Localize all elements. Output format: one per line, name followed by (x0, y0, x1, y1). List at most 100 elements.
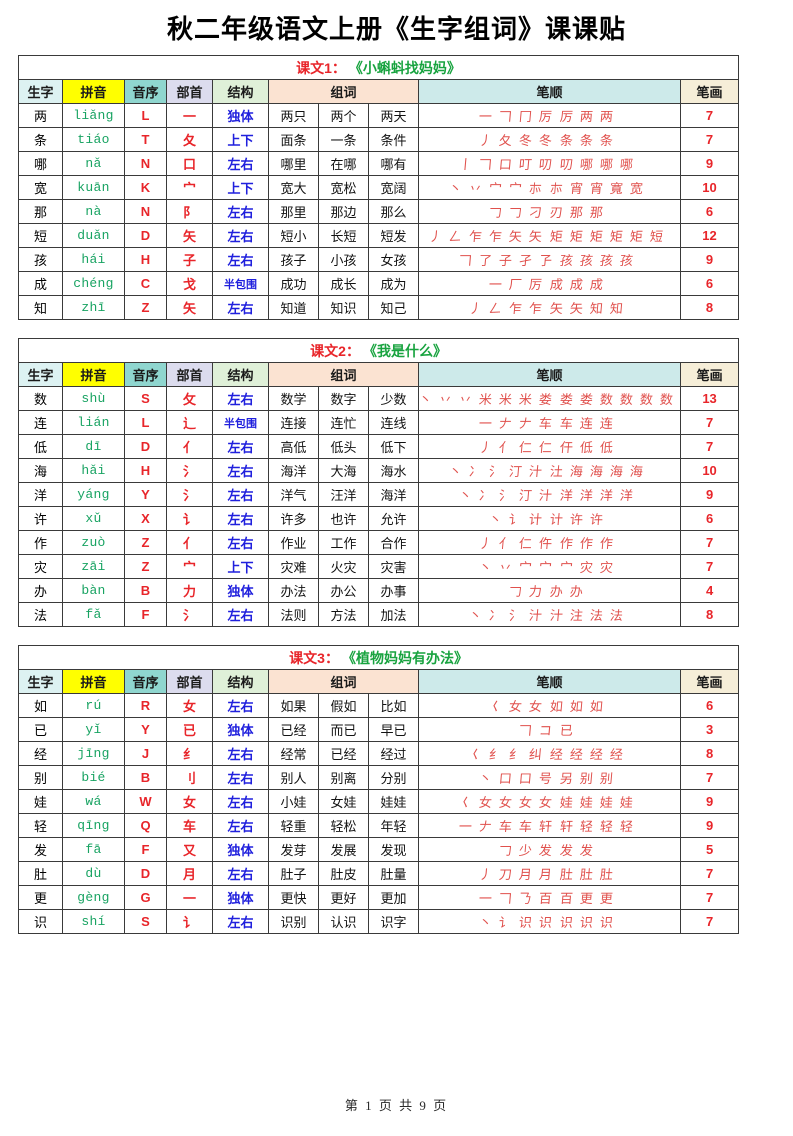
cell-word: 而已 (318, 717, 369, 743)
cell-pinyin: yǐ (62, 717, 125, 743)
cell-word: 哪里 (268, 151, 319, 177)
cell-pinyin: dù (62, 861, 125, 887)
cell-word: 经常 (268, 741, 319, 767)
cell-word: 孩子 (268, 247, 319, 273)
cell-stroke-count: 9 (679, 789, 740, 815)
stroke-step: 矩 (568, 229, 588, 245)
stroke-step: 哪 (598, 157, 618, 173)
cell-structure: 左右 (212, 813, 269, 839)
stroke-step: 连 (598, 416, 618, 432)
cell-character: 办 (18, 578, 63, 604)
stroke-step: 刀 (498, 867, 518, 883)
stroke-step: 一 (488, 277, 508, 293)
stroke-step: 更 (578, 891, 598, 907)
table-row: 成 chéng C 戈半包围 成功 成长 成为一厂厉成成成 6 (18, 271, 740, 297)
cell-word: 分别 (368, 765, 419, 791)
cell-structure: 左右 (212, 151, 269, 177)
cell-word: 火灾 (318, 554, 369, 580)
cell-radical: 讠 (166, 506, 213, 532)
cell-stroke-count: 10 (679, 458, 740, 484)
cell-stroke-order: 丶丷丷米米米娄娄娄数数数数 (418, 386, 681, 412)
cell-pinyin: dī (62, 434, 125, 460)
stroke-step: 注 (568, 608, 588, 624)
cell-word: 宽大 (268, 175, 319, 201)
stroke-step: 娄 (558, 392, 578, 408)
cell-character: 海 (18, 458, 63, 484)
cell-word: 海水 (368, 458, 419, 484)
cell-yinxu: B (124, 578, 167, 604)
cell-yinxu: D (124, 223, 167, 249)
column-header-zuci: 组词 (268, 362, 419, 388)
stroke-step: 娃 (558, 795, 578, 811)
cell-character: 条 (18, 127, 63, 153)
stroke-step: 一 (478, 109, 498, 125)
stroke-step: 洋 (558, 488, 578, 504)
cell-word: 已经 (318, 741, 369, 767)
table-row: 已 yǐ Y 已独体 已经 而已 早已 𠃍 コ已 3 (18, 717, 740, 743)
cell-word: 两天 (368, 103, 419, 129)
stroke-step: 宀 (538, 560, 558, 576)
cell-yinxu: G (124, 885, 167, 911)
stroke-step: 海 (628, 464, 648, 480)
stroke-step: 许 (568, 512, 588, 528)
stroke-step: 一 (478, 416, 498, 432)
stroke-step: 许 (588, 512, 608, 528)
cell-stroke-order: 丶冫氵汁汁注法法 (418, 602, 681, 628)
cell-word: 识字 (368, 909, 419, 935)
stroke-step: 洋 (598, 488, 618, 504)
cell-stroke-count: 6 (679, 199, 740, 225)
column-header-jiegou: 结构 (212, 362, 269, 388)
stroke-step: 宀 (558, 560, 578, 576)
cell-word: 灾难 (268, 554, 319, 580)
cell-pinyin: wá (62, 789, 125, 815)
stroke-step: 氵 (488, 464, 508, 480)
stroke-step: 𠂇 (478, 819, 498, 835)
cell-structure: 左右 (212, 482, 269, 508)
lesson-number: 课文2： (310, 342, 360, 359)
cell-yinxu: B (124, 765, 167, 791)
cell-pinyin: gèng (62, 885, 125, 911)
column-header-zuci: 组词 (268, 669, 419, 695)
stroke-step: 𡿨 (488, 699, 508, 715)
cell-pinyin: tiáo (62, 127, 125, 153)
stroke-step: 𠃌 (508, 584, 528, 600)
cell-word: 作业 (268, 530, 319, 556)
stroke-step: 亻 (498, 536, 518, 552)
stroke-step: 灾 (598, 560, 618, 576)
stroke-step: 寬 (608, 181, 628, 197)
cell-stroke-order: 丶冫氵汀汁洋洋洋洋 (418, 482, 681, 508)
cell-word: 知识 (318, 295, 369, 321)
stroke-step: 刁 (528, 205, 548, 221)
stroke-step: 女 (518, 795, 538, 811)
column-header-zuci: 组词 (268, 79, 419, 105)
stroke-step: 娃 (578, 795, 598, 811)
stroke-step: 厂 (508, 277, 528, 293)
cell-stroke-count: 5 (679, 837, 740, 863)
stroke-step: 丷 (498, 560, 518, 576)
stroke-step: 那 (568, 205, 588, 221)
stroke-step: 宵 (568, 181, 588, 197)
table-row: 更 gèng G 一独体 更快 更好 更加一 𠃍 𠄎 百百更更 7 (18, 885, 740, 911)
cell-word: 允许 (368, 506, 419, 532)
column-header-jiegou: 结构 (212, 669, 269, 695)
stroke-step: 𠂇 (518, 416, 538, 432)
table-row: 经 jīng J 纟左右 经常 已经 经过 𡿨 纟纟纠经经经经 8 (18, 741, 740, 767)
stroke-step: 丿 (478, 867, 498, 883)
cell-word: 在哪 (318, 151, 369, 177)
cell-word: 发现 (368, 837, 419, 863)
cell-word: 娃娃 (368, 789, 419, 815)
cell-word: 短小 (268, 223, 319, 249)
cell-stroke-count: 7 (679, 434, 740, 460)
cell-word: 连忙 (318, 410, 369, 436)
stroke-step: 哪 (578, 157, 598, 173)
cell-character: 哪 (18, 151, 63, 177)
cell-word: 肚量 (368, 861, 419, 887)
stroke-step: 矢 (528, 229, 548, 245)
cell-radical: 口 (166, 151, 213, 177)
cell-structure: 上下 (212, 175, 269, 201)
stroke-step: 号 (538, 771, 558, 787)
cell-structure: 独体 (212, 885, 269, 911)
